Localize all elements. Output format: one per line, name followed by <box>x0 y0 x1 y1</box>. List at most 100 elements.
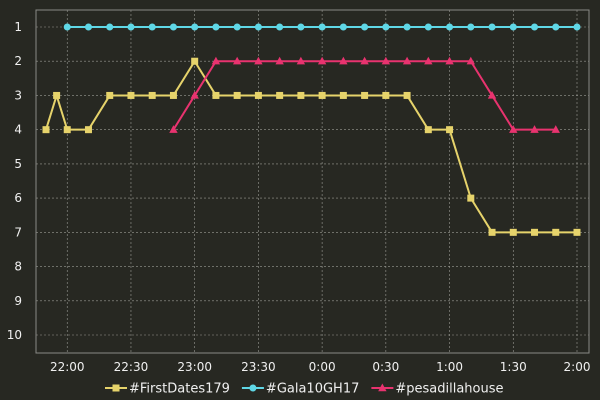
plot-area-frame <box>35 9 590 354</box>
legend-item: #Gala10GH17 <box>241 382 359 397</box>
data-point-square <box>53 91 61 99</box>
data-point-triangle <box>509 125 518 133</box>
data-point-triangle <box>296 56 306 65</box>
axis-labels: 1 2 3 4 5 6 7 8 9 10 22:00 22:30 23:00 23:30 0:00 0:30 1… <box>7 20 591 374</box>
x-tick-label: 23:00 <box>177 360 212 374</box>
data-point-circle <box>361 23 369 31</box>
data-point-circle <box>169 23 177 31</box>
data-point-square <box>382 91 390 99</box>
data-point-circle <box>424 23 432 31</box>
y-tick-label: 6 <box>14 191 22 205</box>
series-gala10gh17 <box>63 23 581 31</box>
x-tick-label: 0:30 <box>372 360 399 374</box>
data-point-triangle <box>378 383 387 392</box>
data-point-triangle <box>445 56 454 65</box>
data-point-circle <box>106 23 114 31</box>
data-point-triangle <box>275 56 284 65</box>
x-tick-label: 2:00 <box>564 360 591 374</box>
data-point-circle <box>297 23 305 31</box>
data-point-circle <box>509 23 517 31</box>
data-point-square <box>148 91 156 99</box>
data-point-square <box>84 126 92 134</box>
data-point-circle <box>488 23 496 31</box>
data-point-square <box>169 91 177 99</box>
data-point-square <box>112 384 120 392</box>
data-point-square <box>488 228 496 236</box>
data-point-circle <box>403 23 411 31</box>
data-point-square <box>424 126 432 134</box>
data-point-square <box>467 194 475 202</box>
x-tick-label: 1:30 <box>500 360 527 374</box>
data-point-square <box>63 126 71 134</box>
data-point-square <box>552 228 560 236</box>
data-point-circle <box>467 23 475 31</box>
data-point-triangle <box>487 90 497 99</box>
data-point-circle <box>127 23 135 31</box>
data-point-square <box>361 91 369 99</box>
data-point-triangle <box>402 56 412 65</box>
data-point-square <box>446 126 454 134</box>
data-point-triangle <box>530 125 539 133</box>
data-point-triangle <box>339 56 348 65</box>
data-point-circle <box>84 23 92 31</box>
legend-label: #pesadillahouse <box>395 382 503 397</box>
y-tick-label: 2 <box>14 54 22 68</box>
series-firstdates179 <box>42 57 581 236</box>
data-point-circle <box>382 23 390 31</box>
y-tick-label: 4 <box>14 123 22 137</box>
y-tick-label: 10 <box>7 328 22 342</box>
data-point-circle <box>552 23 560 31</box>
data-point-square <box>403 91 411 99</box>
data-point-circle <box>254 23 262 31</box>
data-point-square <box>531 228 539 236</box>
data-point-circle <box>191 23 199 31</box>
x-tick-label: 23:30 <box>241 360 276 374</box>
data-point-square <box>509 228 517 236</box>
data-point-triangle <box>466 56 475 65</box>
legend-item: #FirstDates179 <box>105 382 230 397</box>
data-point-square <box>106 91 114 99</box>
data-point-square <box>42 126 50 134</box>
data-point-circle <box>233 23 241 31</box>
series-pesadillahouse <box>169 56 560 133</box>
data-point-square <box>212 91 220 99</box>
data-point-circle <box>148 23 156 31</box>
data-point-triangle <box>317 56 327 65</box>
data-point-circle <box>573 23 581 31</box>
data-point-circle <box>249 384 257 392</box>
data-point-circle <box>63 23 71 31</box>
data-point-triangle <box>254 56 263 65</box>
data-point-triangle <box>190 90 199 99</box>
data-point-triangle <box>551 125 560 133</box>
data-point-triangle <box>381 56 391 65</box>
data-point-square <box>254 91 262 99</box>
data-point-triangle <box>360 56 369 65</box>
x-tick-label: 1:00 <box>436 360 463 374</box>
data-point-square <box>339 91 347 99</box>
x-tick-label: 0:00 <box>309 360 336 374</box>
data-point-square <box>127 91 135 99</box>
data-point-square <box>191 57 199 65</box>
y-tick-label: 8 <box>14 260 22 274</box>
x-tick-label: 22:00 <box>50 360 85 374</box>
y-tick-label: 3 <box>14 88 22 102</box>
legend-item: #pesadillahouse <box>371 382 504 397</box>
data-point-square <box>233 91 241 99</box>
legend-label: #FirstDates179 <box>129 382 230 397</box>
y-tick-label: 5 <box>14 157 22 171</box>
y-tick-label: 9 <box>14 294 22 308</box>
series-layer <box>42 23 581 236</box>
data-point-square <box>573 228 581 236</box>
data-point-circle <box>339 23 347 31</box>
data-point-triangle <box>424 56 433 65</box>
data-point-circle <box>318 23 326 31</box>
data-point-square <box>297 91 305 99</box>
data-point-square <box>318 91 326 99</box>
data-point-triangle <box>211 56 221 65</box>
y-tick-label: 1 <box>14 20 22 34</box>
data-point-square <box>276 91 284 99</box>
legend: #FirstDates179 #Gala10GH17 #pesadillahouse <box>105 382 504 397</box>
data-point-triangle <box>169 125 178 133</box>
